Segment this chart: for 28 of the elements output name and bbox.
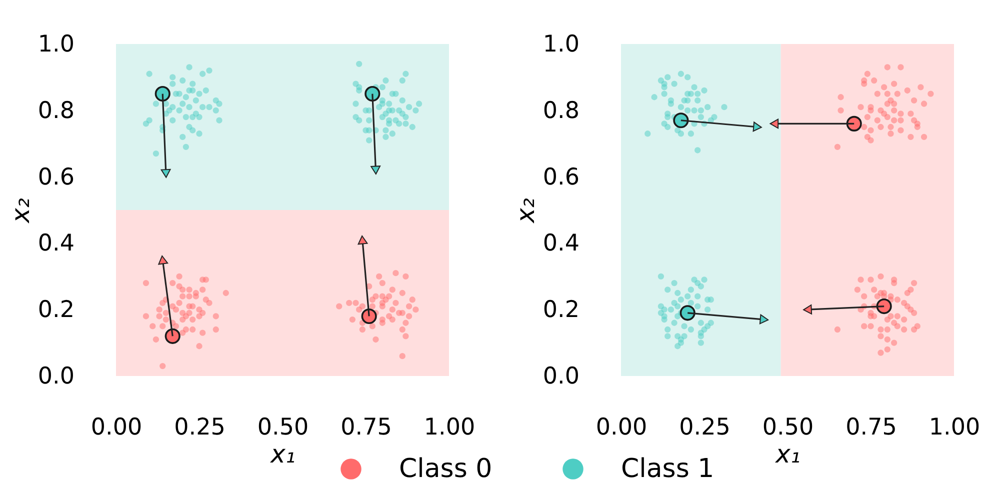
y-axis-title: x₂ bbox=[510, 198, 540, 224]
x-tick-label: 0.25 bbox=[174, 414, 226, 440]
x-axis-title: x₁ bbox=[774, 440, 800, 468]
x-tick-label: 0.00 bbox=[596, 414, 648, 440]
y-tick-label: 0.6 bbox=[542, 164, 580, 190]
y-tick-label: 0.2 bbox=[542, 297, 580, 324]
y-tick-label: 0.4 bbox=[38, 230, 74, 257]
y-axis-title: x₂ bbox=[6, 198, 35, 224]
y-tick-label: 0.6 bbox=[38, 164, 74, 190]
x-tick-label: 0.00 bbox=[90, 414, 142, 440]
x-tick-label: 0.50 bbox=[762, 414, 814, 440]
x-axis-title: x₁ bbox=[270, 440, 296, 468]
y-tick-label: 1.0 bbox=[38, 32, 74, 58]
y-tick-label: 1.0 bbox=[542, 32, 580, 58]
x-tick-label: 1.00 bbox=[928, 414, 980, 440]
y-tick-label: 0.0 bbox=[38, 364, 74, 390]
legend-label: Class 1 bbox=[621, 454, 714, 484]
x-tick-label: 0.75 bbox=[340, 414, 392, 440]
x-tick-label: 0.25 bbox=[679, 414, 730, 440]
y-tick-label: 0.8 bbox=[38, 98, 74, 124]
y-tick-label: 0.8 bbox=[542, 98, 580, 124]
legend-label: Class 0 bbox=[399, 454, 492, 484]
y-tick-label: 0.2 bbox=[38, 297, 74, 324]
x-tick-label: 0.50 bbox=[257, 414, 309, 440]
y-tick-label: 0.0 bbox=[542, 364, 580, 390]
x-tick-label: 1.00 bbox=[424, 414, 476, 440]
y-tick-label: 0.4 bbox=[542, 230, 580, 257]
x-tick-label: 0.75 bbox=[846, 414, 897, 440]
